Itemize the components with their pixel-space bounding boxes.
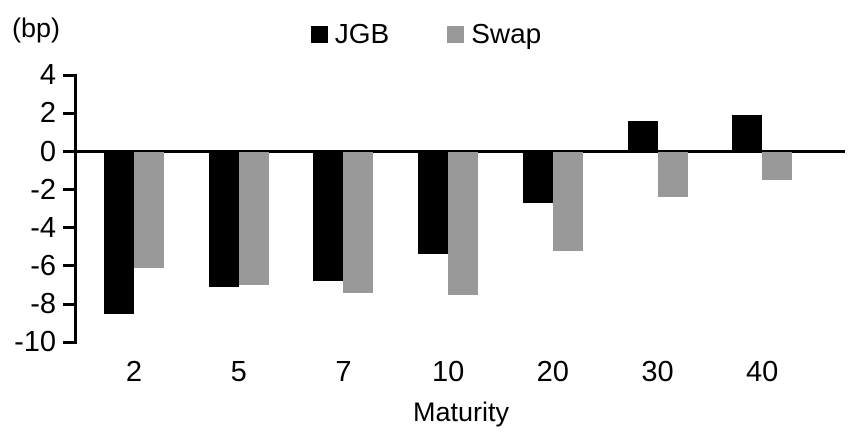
bar-swap-20 bbox=[552, 151, 583, 251]
x-axis-category-label: 2 bbox=[125, 356, 143, 388]
x-axis-category-label: 5 bbox=[230, 356, 247, 388]
y-axis-tick bbox=[63, 188, 77, 192]
y-axis-tick bbox=[63, 226, 77, 230]
legend-item-swap: Swap bbox=[447, 16, 541, 52]
y-axis-tick bbox=[63, 302, 77, 306]
x-axis-category-label: 30 bbox=[641, 356, 674, 388]
bar-swap-2 bbox=[134, 151, 164, 268]
y-axis-tick bbox=[63, 264, 77, 268]
bar-jgb-30 bbox=[627, 120, 658, 152]
y-axis-line bbox=[74, 73, 77, 344]
bar-swap-10 bbox=[448, 151, 479, 295]
y-axis-tick bbox=[63, 111, 77, 115]
y-axis-tick-label: -8 bbox=[30, 288, 56, 321]
y-axis-tick-label: -6 bbox=[30, 249, 56, 282]
x-axis-title: Maturity bbox=[412, 397, 510, 427]
legend: JGB Swap bbox=[0, 16, 852, 52]
y-axis-tick-label: 2 bbox=[39, 97, 56, 130]
x-axis-category-label: 7 bbox=[335, 356, 352, 388]
legend-label-swap: Swap bbox=[471, 18, 542, 49]
x-axis-category-label: 10 bbox=[431, 356, 465, 388]
bar-jgb-40 bbox=[732, 115, 763, 152]
bar-jgb-2 bbox=[104, 151, 134, 314]
y-axis-tick-label: 0 bbox=[39, 135, 56, 168]
y-axis-tick-label: -10 bbox=[14, 326, 56, 359]
y-axis-tick bbox=[63, 340, 77, 344]
bar-swap-7 bbox=[343, 151, 374, 293]
bar-jgb-20 bbox=[522, 151, 553, 203]
y-axis-tick bbox=[63, 150, 77, 153]
x-axis-category-label: 20 bbox=[536, 356, 569, 388]
bar-swap-30 bbox=[657, 151, 688, 198]
legend-item-jgb: JGB bbox=[310, 16, 390, 52]
legend-swatch-swap-icon bbox=[447, 25, 465, 43]
legend-label-jgb: JGB bbox=[334, 18, 390, 49]
bar-jgb-10 bbox=[418, 151, 449, 255]
legend-swatch-jgb-icon bbox=[310, 25, 328, 43]
bar-jgb-5 bbox=[208, 151, 239, 287]
bar-swap-40 bbox=[762, 151, 793, 181]
y-axis-tick-label: -4 bbox=[30, 211, 56, 244]
y-axis-tick-label: -2 bbox=[30, 173, 56, 206]
bar-swap-5 bbox=[238, 151, 269, 285]
y-axis-tick-label: 4 bbox=[39, 59, 56, 92]
bar-jgb-7 bbox=[313, 151, 344, 282]
y-axis-unit-label: (bp) bbox=[12, 13, 61, 43]
x-axis-category-label: 40 bbox=[746, 356, 779, 388]
y-axis-tick bbox=[63, 73, 77, 77]
